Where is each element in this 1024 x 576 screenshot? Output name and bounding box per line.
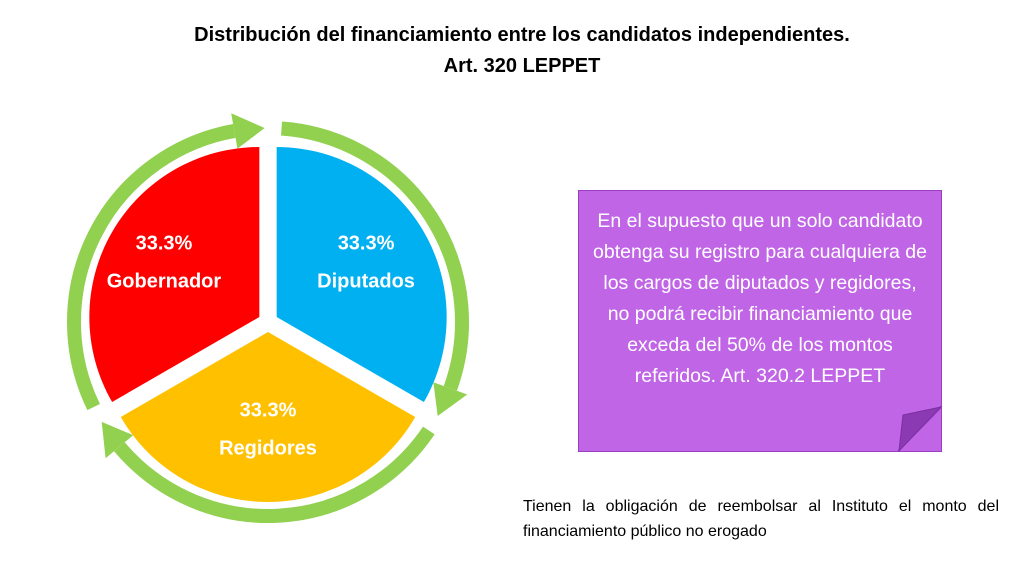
pie-labels: 33.3% Diputados 33.3% Regidores 33.3% Goberna… [107,233,415,460]
pie-value-label-diputados: 33.3% [338,233,395,255]
footnote-text: Tienen la obligación de reembolsar al In… [523,498,999,540]
pie-slices [89,147,447,502]
note-text: En el supuesto que un solo candidato obt… [593,210,927,387]
cycle-arrow-gobernador [67,124,236,411]
pie-slice-gobernador [89,147,260,402]
note-callout: En el supuesto que un solo candidato obt… [578,190,942,452]
chart-title-line2: Art. 320 LEPPET [443,55,601,77]
cycle-arrowhead-regidores [101,421,134,459]
pie-value-label-gobernador: 33.3% [136,233,193,255]
pie-category-label-gobernador: Gobernador [107,271,222,293]
chart-title: Distribución del financiamiento entre lo… [0,20,1024,82]
cycle-arrow-regidores [114,426,435,523]
cycle-arrows [67,113,469,523]
cycle-arrow-diputados [281,121,469,391]
note-page-curl [897,405,943,453]
pie-category-label-regidores: Regidores [219,438,317,460]
cycle-arrowhead-diputados [433,382,468,417]
pie-slice-diputados [276,147,447,402]
cycle-arrowhead-gobernador [231,113,265,149]
pie-slice-regidores [120,332,416,502]
pie-category-label-diputados: Diputados [317,271,415,293]
pie-chart: 33.3% Diputados 33.3% Regidores 33.3% Goberna… [67,113,469,523]
chart-title-line1: Distribución del financiamiento entre lo… [194,24,850,46]
pie-value-label-regidores: 33.3% [240,400,297,422]
